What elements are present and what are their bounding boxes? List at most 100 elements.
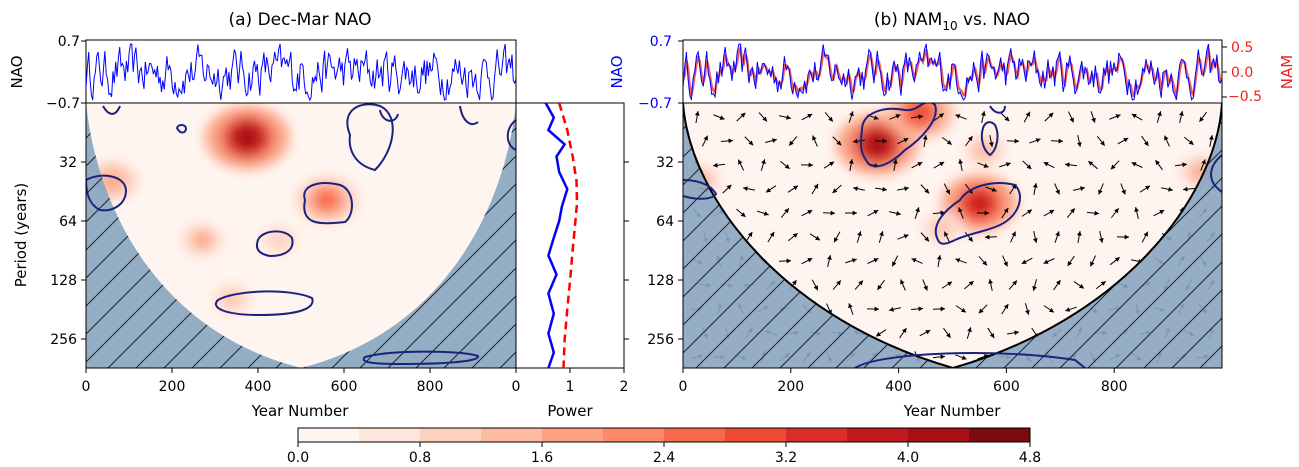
phase-arrow bbox=[1120, 183, 1126, 195]
phase-arrow bbox=[1066, 207, 1076, 219]
phase-arrow bbox=[1043, 305, 1055, 313]
phase-arrow bbox=[976, 210, 990, 216]
phase-arrow bbox=[853, 186, 865, 192]
phase-arrow bbox=[1073, 186, 1085, 191]
phase-arrow bbox=[832, 136, 842, 146]
colorbar-tick-label: 3.2 bbox=[775, 450, 797, 466]
phase-arrow bbox=[874, 138, 888, 144]
period-tick-label: 32 bbox=[656, 155, 674, 171]
colorbar bbox=[298, 428, 1031, 442]
phase-arrow bbox=[720, 138, 734, 144]
colorbar-tick-label: 1.6 bbox=[531, 450, 553, 466]
phase-arrow bbox=[922, 134, 928, 148]
phase-arrow bbox=[780, 160, 790, 170]
phase-arrow bbox=[758, 112, 768, 122]
phase-arrow bbox=[778, 258, 792, 264]
phase-arrow bbox=[1010, 231, 1016, 243]
x-tick-label: 400 bbox=[885, 379, 912, 395]
phase-arrow bbox=[1155, 159, 1163, 171]
colorbar-tick-label: 0.8 bbox=[409, 450, 431, 466]
phase-arrow bbox=[744, 136, 754, 146]
phase-arrow bbox=[1021, 257, 1033, 265]
phase-arrow bbox=[765, 138, 777, 143]
phase-arrow bbox=[964, 280, 974, 290]
phase-arrow bbox=[760, 159, 766, 171]
colorbar-level bbox=[969, 428, 1031, 442]
global-power-xlabel: Power bbox=[547, 402, 593, 420]
phase-arrow bbox=[1043, 209, 1055, 217]
panel-a-power-map bbox=[85, 102, 517, 369]
phase-arrow bbox=[1043, 258, 1055, 264]
panel-b-left-ytick: −0.7 bbox=[638, 96, 672, 112]
x-tick-label: 600 bbox=[331, 379, 358, 395]
panel-a-nao-axes bbox=[85, 39, 517, 104]
phase-arrow bbox=[1067, 255, 1075, 267]
colorbar-level bbox=[359, 428, 421, 442]
power-hotspot-peak bbox=[273, 234, 286, 246]
phase-arrow bbox=[910, 114, 924, 120]
phase-arrow bbox=[943, 327, 951, 339]
phase-arrow bbox=[964, 232, 974, 242]
phase-arrow bbox=[712, 162, 726, 168]
phase-arrow bbox=[1141, 231, 1149, 243]
phase-arrow bbox=[824, 112, 834, 122]
phase-arrow bbox=[919, 329, 931, 337]
panel-a-top-ytick: −0.7 bbox=[46, 96, 80, 112]
phase-arrow bbox=[1032, 183, 1038, 195]
phase-arrow bbox=[1090, 111, 1096, 123]
x-tick-label: 800 bbox=[417, 379, 444, 395]
panel-b-right-ytick: 0.5 bbox=[1231, 40, 1253, 56]
phase-arrow bbox=[897, 186, 909, 192]
phase-arrow bbox=[977, 162, 989, 168]
panel-b-xlabel: Year Number bbox=[903, 402, 1002, 420]
global-power-line bbox=[544, 103, 569, 368]
panel-a-hatch bbox=[86, 103, 516, 368]
phase-arrow bbox=[852, 138, 866, 144]
global-power-significance-line bbox=[558, 103, 579, 368]
phase-arrow bbox=[779, 115, 791, 120]
phase-arrow bbox=[737, 159, 745, 171]
phase-arrow bbox=[1008, 280, 1018, 290]
phase-arrow bbox=[984, 234, 998, 240]
x-tick-label: 1 bbox=[566, 379, 575, 395]
phase-arrow bbox=[932, 210, 946, 216]
phase-arrow bbox=[801, 257, 813, 265]
phase-arrow bbox=[1164, 135, 1170, 147]
phase-arrow bbox=[827, 255, 832, 267]
phase-arrow bbox=[701, 135, 709, 147]
panel-a-top-ylabel: NAO bbox=[8, 55, 26, 88]
colorbar-level bbox=[908, 428, 970, 442]
phase-arrow bbox=[767, 231, 775, 243]
phase-arrow bbox=[1110, 160, 1120, 170]
phase-arrow bbox=[743, 186, 755, 192]
panel-b-nao-ylabel: NAO bbox=[608, 55, 626, 88]
phase-arrow bbox=[1184, 136, 1194, 146]
phase-arrow bbox=[981, 111, 986, 123]
phase-arrow bbox=[1050, 138, 1064, 144]
phase-arrow bbox=[757, 210, 769, 216]
phase-arrow bbox=[1064, 162, 1078, 168]
phase-arrow bbox=[932, 354, 946, 360]
phase-arrow bbox=[1023, 111, 1031, 123]
panel-a-title: (a) Dec-Mar NAO bbox=[228, 10, 371, 30]
panel-b-significance-contours bbox=[683, 103, 1222, 368]
phase-arrow bbox=[832, 184, 842, 194]
phase-arrow bbox=[801, 209, 813, 217]
phase-arrow bbox=[788, 232, 798, 242]
phase-arrow bbox=[920, 232, 930, 242]
period-tick-label: 64 bbox=[59, 214, 77, 230]
colorbar-level bbox=[725, 428, 787, 442]
phase-arrow bbox=[955, 305, 967, 313]
period-tick-label: 32 bbox=[59, 155, 77, 171]
phase-arrow bbox=[811, 279, 819, 291]
phase-arrow bbox=[1001, 207, 1009, 219]
x-tick-label: 200 bbox=[159, 379, 186, 395]
phase-arrow bbox=[822, 210, 836, 216]
phase-arrow bbox=[1086, 210, 1100, 216]
phase-arrow bbox=[1065, 306, 1077, 312]
phase-arrow bbox=[780, 208, 790, 218]
phase-arrow bbox=[1044, 112, 1054, 122]
period-tick-label: 256 bbox=[647, 332, 674, 348]
period-tick-label: 256 bbox=[50, 332, 77, 348]
